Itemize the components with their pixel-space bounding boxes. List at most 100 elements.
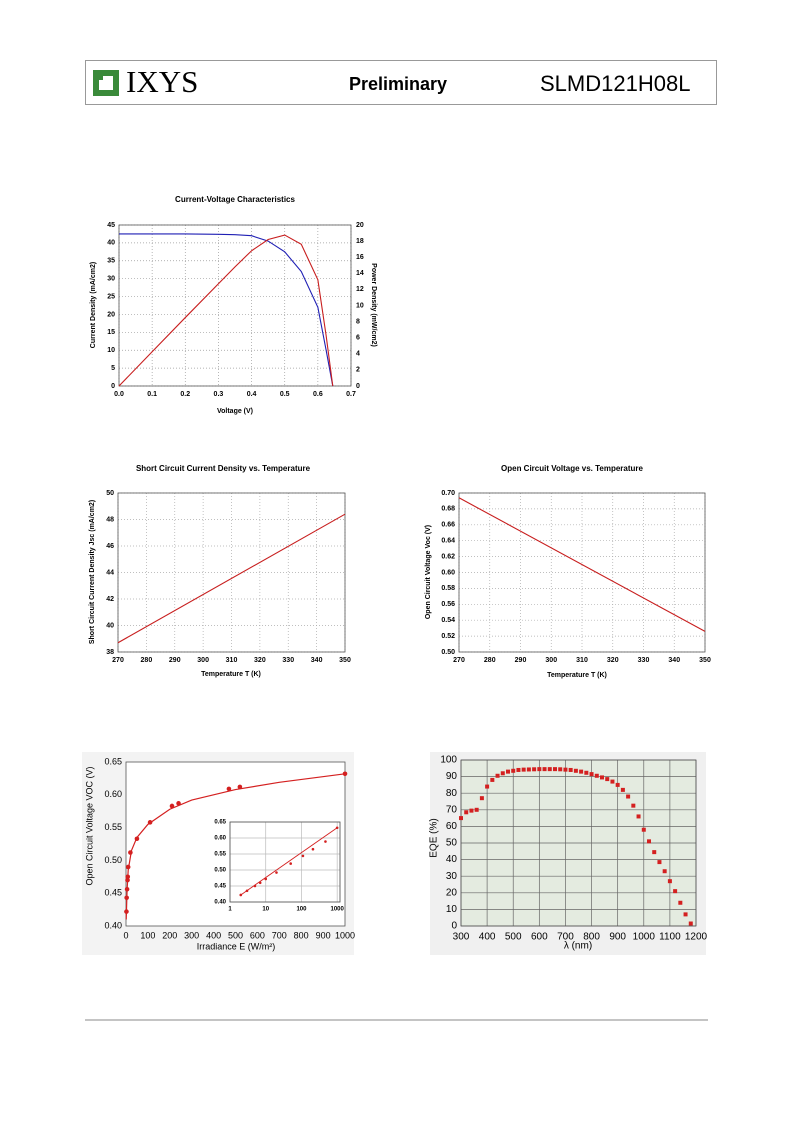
- y-tick-label: 0.60: [104, 789, 122, 799]
- data-point: [324, 840, 327, 843]
- x-tick-label: 200: [162, 930, 177, 940]
- y-tick-label: 0.62: [441, 553, 455, 560]
- y-tick-label: 25: [107, 293, 115, 300]
- data-point: [521, 767, 526, 772]
- data-point: [667, 879, 672, 884]
- y2-tick-label: 8: [356, 318, 360, 325]
- y-tick-label: 0.68: [441, 506, 455, 513]
- y-tick-label: 0.50: [104, 855, 122, 865]
- data-point: [626, 794, 631, 799]
- y-axis-label: Short Circuit Current Density Jsc (mA/cm…: [89, 500, 96, 644]
- x-axis-label: Irradiance E (W/m²): [197, 941, 276, 951]
- data-point: [537, 767, 542, 772]
- y2-tick-label: 4: [356, 351, 360, 358]
- data-point: [128, 850, 133, 855]
- data-point: [553, 767, 557, 772]
- data-point: [547, 767, 552, 772]
- data-line: [118, 234, 334, 387]
- data-point: [594, 773, 599, 778]
- x-tick-label: 0: [123, 930, 128, 940]
- x-tick-label: 10: [262, 907, 269, 913]
- data-point: [631, 803, 636, 808]
- data-point: [615, 782, 620, 787]
- data-point: [511, 768, 516, 773]
- data-point: [464, 810, 469, 815]
- data-point: [301, 854, 305, 858]
- y2-tick-label: 16: [356, 254, 364, 261]
- y-axis-label: Open Circuit Voltage Voc (V): [425, 525, 432, 619]
- x-axis-label: Temperature T (K): [201, 671, 261, 678]
- chart-title: Short Circuit Current Density vs. Temper…: [136, 464, 311, 473]
- data-point: [124, 895, 129, 901]
- x-tick-label: 270: [453, 657, 465, 664]
- data-point: [568, 767, 573, 772]
- y-tick-label: 0.50: [214, 868, 226, 874]
- data-point: [125, 874, 131, 880]
- x-tick-label: 320: [607, 657, 619, 664]
- y-tick-label: 50: [106, 490, 114, 497]
- y-tick-label: 10: [446, 904, 458, 915]
- data-point: [573, 768, 578, 773]
- y-tick-label: 50: [446, 838, 458, 849]
- data-point: [264, 877, 268, 881]
- x-tick-label: 1000: [330, 907, 344, 913]
- y-tick-label: 0.65: [214, 820, 226, 826]
- data-line: [240, 827, 338, 896]
- data-point: [516, 767, 521, 772]
- y-tick-label: 45: [107, 222, 115, 229]
- y2-tick-label: 10: [356, 302, 364, 309]
- x-tick-label: 290: [169, 657, 181, 664]
- data-point: [678, 900, 683, 905]
- x-tick-label: 330: [638, 657, 650, 664]
- plot-background: [461, 760, 696, 926]
- data-point: [237, 784, 243, 790]
- chart-title: Open Circuit Voltage vs. Temperature: [501, 464, 644, 473]
- x-tick-label: 310: [226, 657, 238, 664]
- data-point: [647, 839, 651, 844]
- y-tick-label: 80: [446, 788, 458, 799]
- x-tick-label: 280: [484, 657, 496, 664]
- y-tick-label: 0.55: [104, 822, 122, 832]
- y-tick-label: 0.52: [441, 633, 455, 640]
- data-point: [226, 786, 232, 792]
- y-tick-label: 100: [440, 755, 457, 766]
- data-point: [620, 787, 625, 792]
- x-tick-label: 1100: [659, 932, 681, 943]
- data-point: [469, 808, 474, 813]
- data-point: [605, 777, 610, 782]
- y-tick-label: 48: [106, 516, 114, 523]
- x-tick-label: 400: [206, 930, 221, 940]
- data-point: [657, 860, 662, 865]
- plot-background: [126, 762, 345, 926]
- data-point: [474, 807, 479, 812]
- x-tick-label: 0.3: [214, 391, 224, 398]
- y-tick-label: 0.40: [104, 920, 122, 930]
- data-point: [526, 767, 531, 772]
- data-line: [458, 497, 706, 632]
- data-point: [239, 893, 243, 897]
- x-axis-label: λ (nm): [564, 941, 592, 952]
- data-point: [147, 820, 153, 825]
- data-point: [636, 814, 641, 819]
- y-tick-label: 0.45: [214, 884, 226, 890]
- data-point: [124, 909, 129, 914]
- plot-frame: [460, 759, 697, 927]
- x-tick-label: 600: [250, 930, 265, 940]
- status: Preliminary: [349, 74, 447, 94]
- data-point: [558, 767, 563, 772]
- x-tick-label: 300: [184, 930, 199, 940]
- data-point: [683, 912, 688, 917]
- y-tick-label: 0.55: [214, 852, 226, 858]
- y-tick-label: 38: [106, 649, 114, 656]
- data-point: [125, 864, 131, 870]
- data-point: [311, 847, 315, 851]
- y-tick-label: 0.45: [104, 888, 122, 898]
- x-tick-label: 310: [576, 657, 588, 664]
- y-tick-label: 90: [446, 771, 458, 782]
- y-tick-label: 5: [111, 365, 115, 372]
- data-point: [500, 771, 505, 776]
- x-axis-label: Temperature T (K): [547, 672, 607, 679]
- y-axis-label: Open Circuit Voltage VOC (V): [84, 766, 94, 885]
- x-tick-label: 400: [479, 932, 496, 943]
- data-point: [532, 767, 537, 772]
